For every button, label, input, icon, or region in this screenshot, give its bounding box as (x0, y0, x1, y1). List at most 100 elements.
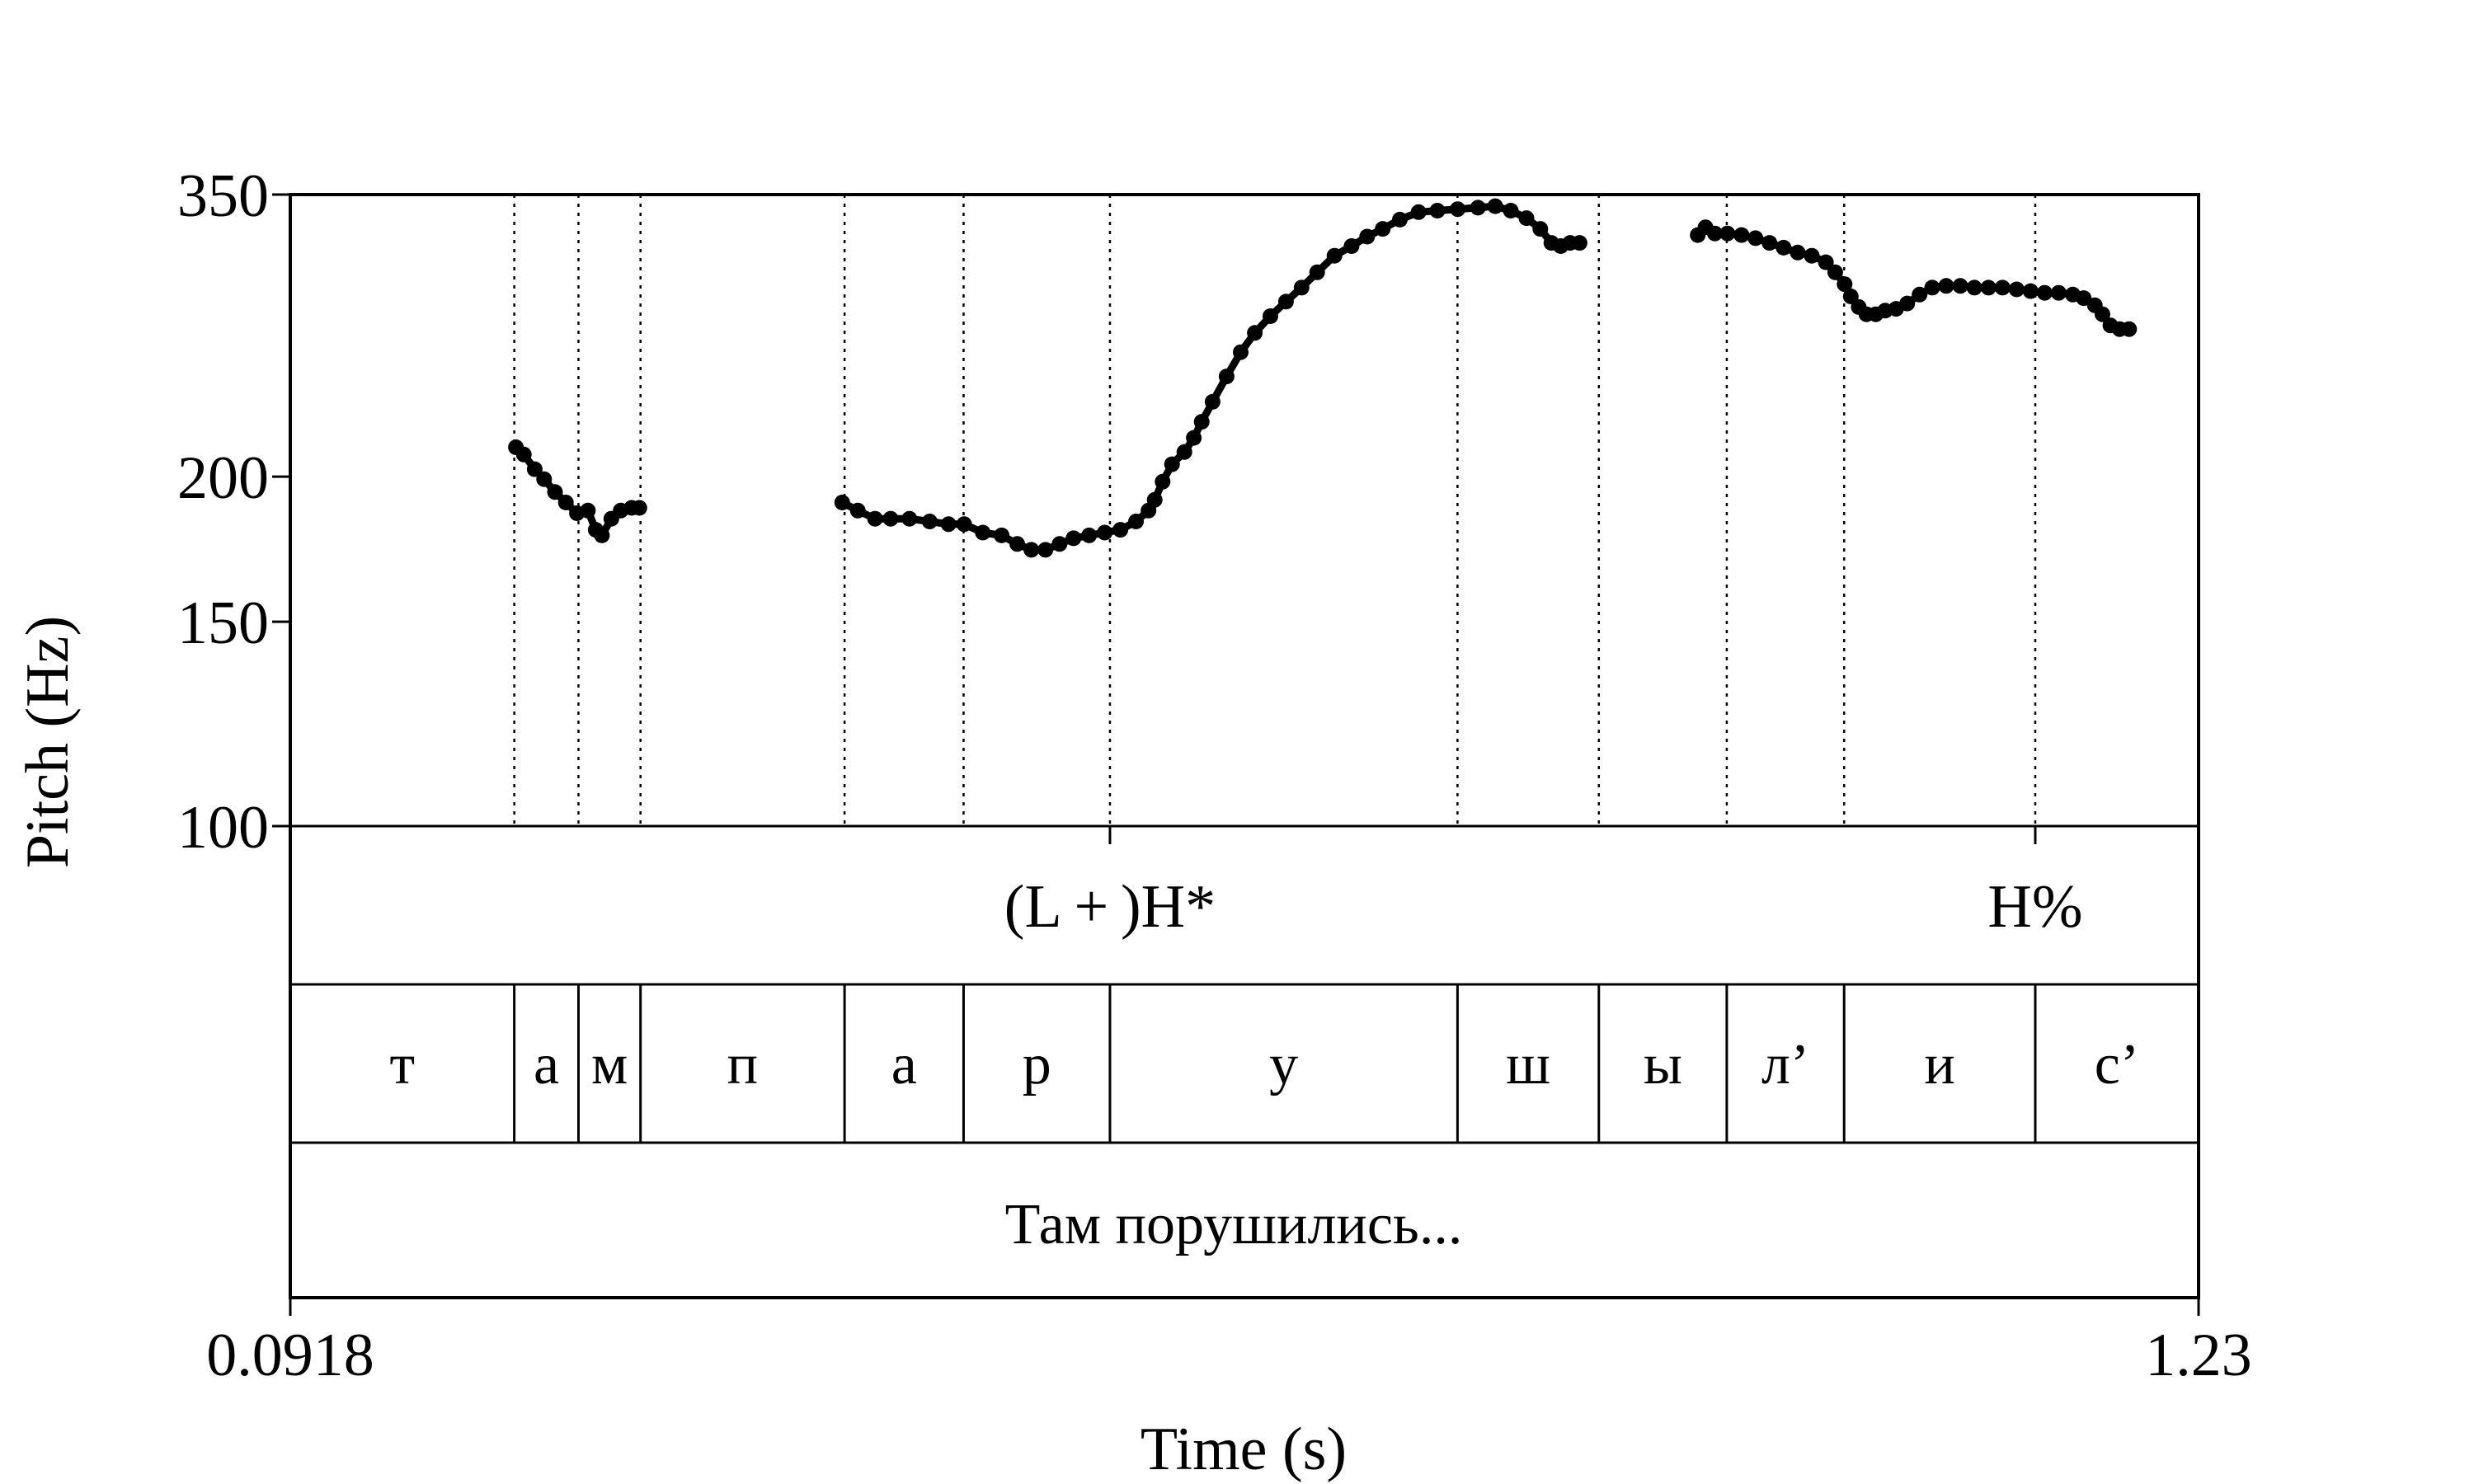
pitch-point (1707, 225, 1723, 242)
pitch-point (1747, 230, 1764, 247)
pitch-point (1392, 211, 1408, 228)
pitch-point (975, 524, 991, 541)
segment-label: ш (1506, 1033, 1550, 1097)
pitch-point (1009, 536, 1025, 552)
pitch-point (1193, 414, 1210, 430)
segment-label: п (727, 1033, 758, 1097)
pitch-point (1343, 238, 1360, 254)
y-tick-label: 100 (177, 794, 269, 862)
segment-label: ы (1644, 1033, 1682, 1097)
segment-label: л’ (1761, 1033, 1809, 1097)
boundary-layer (513, 195, 2037, 1143)
pitch-point (1761, 235, 1778, 251)
plot-frame (289, 193, 2200, 1299)
y-axis-label: Pitch (Hz) (14, 616, 82, 868)
pitch-point (1470, 200, 1486, 216)
pitch-point (1966, 279, 1982, 296)
segment-label: р (1023, 1033, 1051, 1097)
tick-layer: 350 200 150 100 0.0918 1.23 (177, 162, 2252, 1389)
pitch-point (1277, 294, 1294, 310)
pitch-point (1037, 542, 1054, 558)
pitch-point (594, 527, 610, 543)
pitch-point (1532, 221, 1549, 237)
pitch-point (1164, 456, 1180, 472)
pitch-point (580, 502, 596, 519)
segment-label: м (591, 1033, 628, 1097)
pitch-point (1204, 393, 1221, 410)
pitch-point (2036, 284, 2053, 301)
pitch-point (2076, 290, 2092, 307)
pitch-point (1429, 203, 1446, 218)
segment-label: а (534, 1033, 559, 1097)
pitch-point (515, 446, 532, 463)
pitch-point (1176, 444, 1192, 460)
segment-label: а (891, 1033, 917, 1097)
pitch-point (867, 510, 883, 527)
pitch-point (1994, 279, 2011, 296)
pitch-point (921, 514, 938, 529)
pitch-point (1818, 254, 1834, 270)
pitch-point (1112, 522, 1129, 538)
pitch-point (1186, 430, 1202, 446)
pitch-point (1155, 473, 1171, 490)
pitch-point (2008, 281, 2025, 298)
tone-label: H% (1987, 873, 2082, 941)
pitch-point (882, 510, 899, 527)
pitch-point (1146, 491, 1163, 508)
segment-label: с’ (2095, 1033, 2139, 1097)
pitch-point (1776, 239, 1792, 256)
pitch-point (1980, 279, 1997, 296)
pitch-point (2121, 321, 2138, 337)
pitch-point (1804, 247, 1820, 264)
pitch-point (994, 527, 1010, 543)
pitch-point (1912, 286, 1928, 303)
y-tick-label: 200 (177, 444, 269, 512)
pitch-point (1326, 247, 1343, 264)
pitch-point (1487, 198, 1503, 214)
pitch-point (1247, 325, 1263, 341)
pitch-point (1218, 369, 1235, 385)
x-tick-label: 0.0918 (206, 1322, 374, 1389)
pitch-point (1293, 279, 1310, 296)
y-tick-label: 150 (177, 589, 269, 657)
pitch-point (901, 510, 918, 527)
pitch-point (1309, 264, 1325, 280)
pitch-point (1263, 308, 1278, 324)
pitch-point (557, 495, 574, 510)
pitch-point (1924, 279, 1940, 296)
pitch-point (1827, 264, 1843, 280)
y-tick-label: 350 (177, 162, 269, 230)
pitch-point (1837, 276, 1853, 293)
pitch-point (631, 500, 647, 516)
pitch-point (1938, 278, 1954, 294)
segment-label: т (390, 1033, 416, 1097)
pitch-point (1790, 244, 1806, 261)
segment-label: у (1269, 1033, 1298, 1097)
pitch-point (1899, 295, 1916, 312)
pitch-point (1518, 210, 1535, 227)
pitch-point (1952, 278, 1968, 294)
pitch-contour-line-2 (838, 202, 1583, 554)
pitch-point (1051, 536, 1068, 552)
pitch-point (1410, 204, 1427, 220)
pitch-point (1450, 201, 1466, 218)
pitch-point (547, 484, 563, 500)
series-layer (508, 198, 2138, 558)
pitch-point (536, 471, 553, 487)
pitch-point (2095, 306, 2110, 322)
pitch-point (1097, 524, 1113, 541)
pitch-point (1375, 221, 1391, 237)
pitch-point (1128, 514, 1144, 529)
pitch-point (526, 461, 543, 477)
pitch-point (2050, 284, 2067, 301)
pitch-point (1359, 228, 1376, 245)
pitch-point (834, 495, 850, 510)
pitch-point (1023, 542, 1040, 558)
pitch-point (1733, 227, 1750, 243)
pitch-point (1233, 344, 1249, 360)
tone-label: (L + )H* (1004, 873, 1216, 941)
pitch-point (1065, 530, 1082, 547)
x-tick-label: 1.23 (2145, 1322, 2252, 1389)
pitch-point (1719, 225, 1736, 242)
